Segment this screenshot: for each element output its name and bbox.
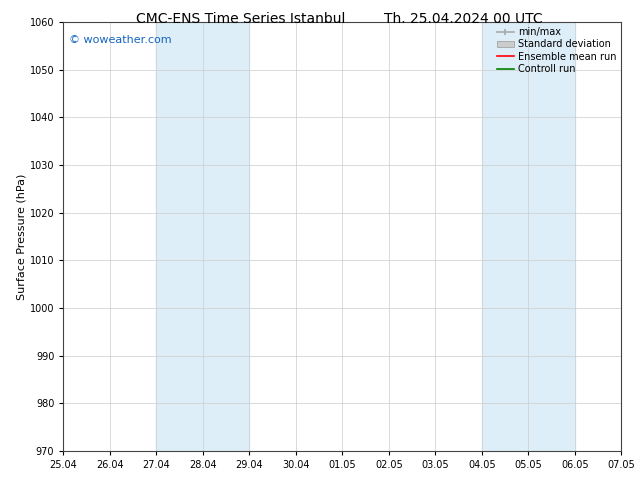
- Bar: [482, 22, 575, 451]
- Text: CMC-ENS Time Series Istanbul: CMC-ENS Time Series Istanbul: [136, 12, 346, 26]
- Legend: min/max, Standard deviation, Ensemble mean run, Controll run: min/max, Standard deviation, Ensemble me…: [495, 25, 618, 76]
- Bar: [157, 22, 249, 451]
- Text: © woweather.com: © woweather.com: [69, 35, 172, 45]
- Text: Th. 25.04.2024 00 UTC: Th. 25.04.2024 00 UTC: [384, 12, 542, 26]
- Y-axis label: Surface Pressure (hPa): Surface Pressure (hPa): [17, 173, 27, 299]
